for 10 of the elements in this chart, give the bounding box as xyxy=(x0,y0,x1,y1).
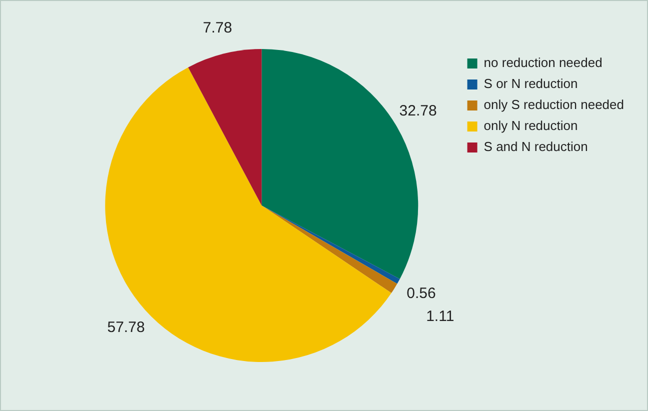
legend-label: S and N reduction xyxy=(484,139,588,154)
legend-label: only S reduction needed xyxy=(484,97,624,112)
legend-label: only N reduction xyxy=(484,118,578,134)
legend-label: S or N reduction xyxy=(484,76,578,92)
data-label: 0.56 xyxy=(406,285,436,302)
data-label: 32.78 xyxy=(399,102,437,120)
data-label: 7.78 xyxy=(202,20,232,37)
legend-label: no reduction needed xyxy=(484,55,602,70)
data-label: 1.11 xyxy=(426,308,454,326)
data-label: 57.78 xyxy=(107,318,145,336)
